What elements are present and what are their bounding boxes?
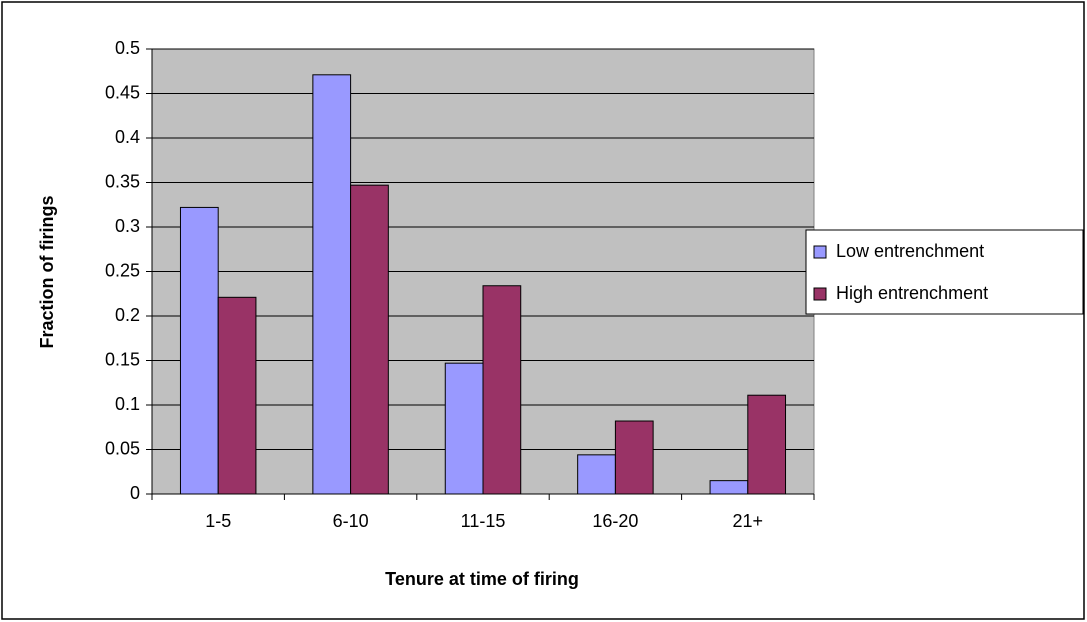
- bar: [482, 285, 522, 495]
- y-tick-label: 0.25: [105, 260, 140, 280]
- y-axis-label: Fraction of firings: [37, 196, 57, 349]
- x-axis-label: Tenure at time of firing: [385, 569, 579, 589]
- x-tick-label: 21+: [733, 511, 764, 531]
- legend-label: High entrenchment: [836, 283, 988, 303]
- y-tick-label: 0.45: [105, 82, 140, 102]
- legend-box: [805, 229, 1084, 315]
- bar: [179, 206, 219, 495]
- y-tick-label: 0.35: [105, 171, 140, 191]
- legend-swatch: [813, 245, 827, 259]
- y-tick-label: 0.5: [115, 38, 140, 58]
- bar: [747, 394, 787, 495]
- x-tick-label: 11-15: [461, 511, 506, 531]
- bar: [614, 420, 654, 495]
- bar: [350, 184, 389, 495]
- bar: [217, 296, 257, 495]
- bar: [444, 362, 484, 495]
- y-tick-label: 0.15: [105, 349, 140, 369]
- y-tick-label: 0.2: [115, 305, 140, 325]
- y-tick-label: 0.3: [115, 216, 140, 236]
- bar: [577, 454, 616, 495]
- y-tick-label: 0.05: [105, 438, 140, 458]
- y-tick-label: 0.4: [115, 127, 140, 147]
- x-tick-label: 6-10: [333, 511, 369, 531]
- y-tick-label: 0: [130, 483, 140, 503]
- x-tick-label: 1-5: [205, 511, 231, 531]
- x-tick-label: 16-20: [592, 511, 638, 531]
- bar: [709, 480, 749, 495]
- legend-label: Low entrenchment: [836, 241, 984, 261]
- y-tick-label: 0.1: [115, 394, 140, 414]
- bar: [312, 74, 352, 495]
- legend-swatch: [813, 287, 827, 301]
